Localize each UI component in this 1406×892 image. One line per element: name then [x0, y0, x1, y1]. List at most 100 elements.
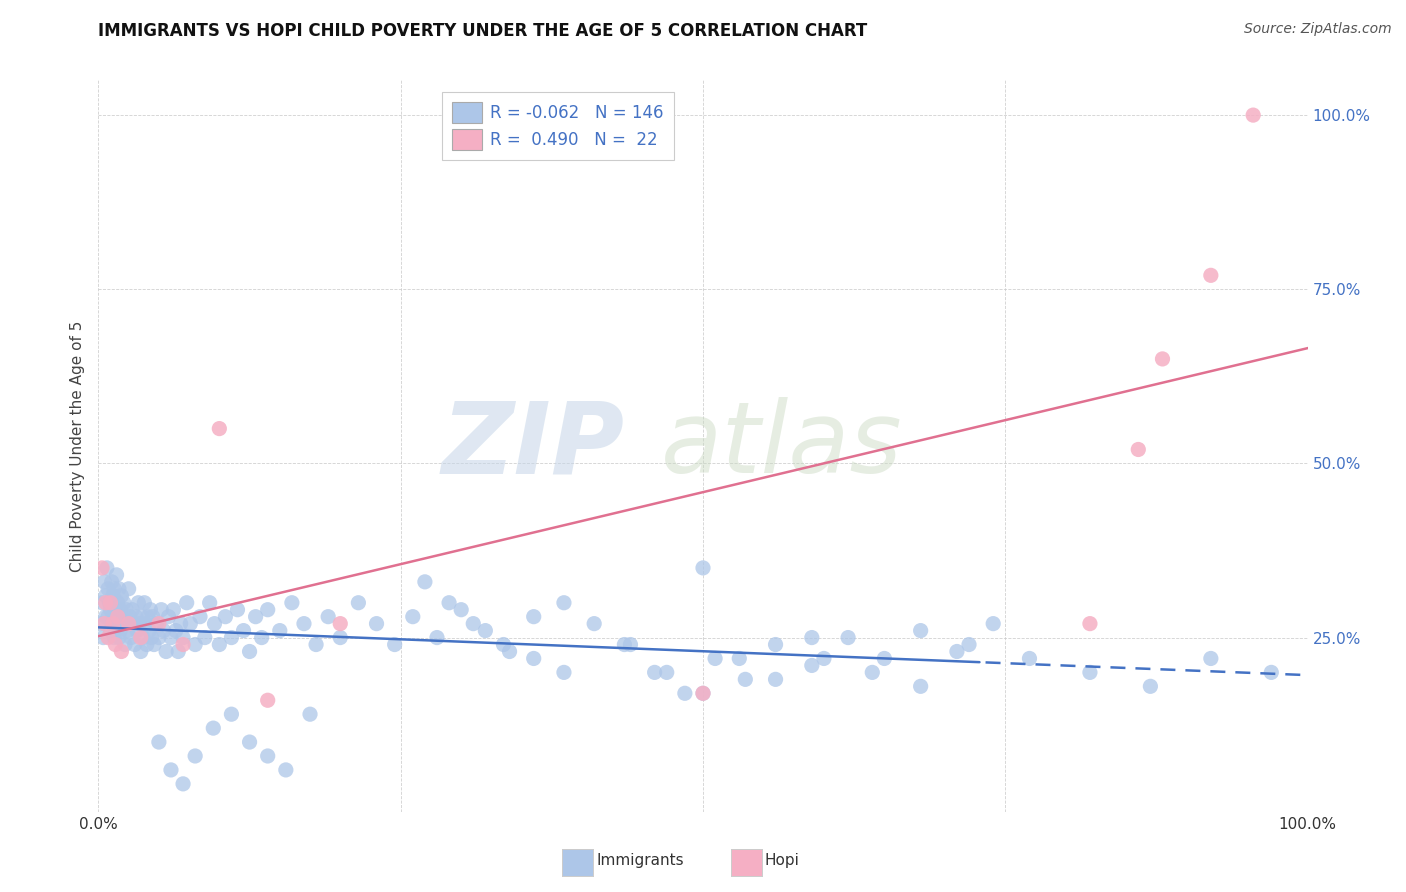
- Point: [118, 582, 141, 596]
- Point: [1078, 616, 1101, 631]
- Point: [583, 616, 606, 631]
- Point: [107, 609, 129, 624]
- Point: [437, 596, 460, 610]
- Point: [160, 763, 183, 777]
- Point: [269, 624, 291, 638]
- Point: [463, 616, 485, 631]
- Point: [800, 631, 823, 645]
- Point: [139, 603, 162, 617]
- Point: [450, 603, 472, 617]
- Point: [143, 638, 166, 652]
- Point: [232, 624, 254, 638]
- Point: [111, 616, 134, 631]
- Point: [104, 603, 127, 617]
- Point: [108, 603, 131, 617]
- Point: [97, 582, 120, 596]
- Point: [208, 421, 231, 435]
- Point: [97, 609, 120, 624]
- Point: [1018, 651, 1040, 665]
- Point: [946, 644, 969, 658]
- Point: [136, 609, 159, 624]
- Point: [145, 616, 167, 631]
- Point: [910, 624, 932, 638]
- Point: [245, 609, 267, 624]
- Point: [148, 631, 170, 645]
- Point: [644, 665, 666, 680]
- Point: [93, 616, 115, 631]
- Point: [114, 638, 136, 652]
- Point: [734, 673, 756, 687]
- Point: [155, 644, 177, 658]
- Point: [184, 749, 207, 764]
- Point: [94, 589, 117, 603]
- Point: [148, 735, 170, 749]
- Point: [553, 665, 575, 680]
- Point: [179, 616, 201, 631]
- Point: [135, 616, 157, 631]
- Point: [134, 596, 156, 610]
- Point: [157, 609, 180, 624]
- Point: [108, 582, 131, 596]
- Point: [1260, 665, 1282, 680]
- Point: [1078, 665, 1101, 680]
- Point: [214, 609, 236, 624]
- Point: [305, 638, 328, 652]
- Point: [553, 596, 575, 610]
- Point: [184, 638, 207, 652]
- Point: [120, 631, 142, 645]
- Point: [135, 638, 157, 652]
- Point: [221, 707, 243, 722]
- Point: [239, 644, 262, 658]
- Point: [523, 609, 546, 624]
- Point: [91, 596, 114, 610]
- Point: [142, 609, 165, 624]
- Point: [765, 673, 787, 687]
- Point: [100, 596, 122, 610]
- Point: [1139, 679, 1161, 693]
- Point: [100, 603, 122, 617]
- Point: [873, 651, 896, 665]
- Point: [112, 596, 135, 610]
- Point: [169, 616, 191, 631]
- Point: [125, 609, 148, 624]
- Point: [274, 763, 297, 777]
- Point: [162, 603, 184, 617]
- Point: [198, 596, 221, 610]
- Point: [94, 596, 117, 610]
- Point: [118, 609, 141, 624]
- Point: [957, 638, 980, 652]
- Point: [347, 596, 370, 610]
- Text: Source: ZipAtlas.com: Source: ZipAtlas.com: [1244, 22, 1392, 37]
- Text: Hopi: Hopi: [765, 854, 800, 868]
- Point: [132, 631, 155, 645]
- Point: [728, 651, 751, 665]
- Point: [97, 631, 120, 645]
- Point: [103, 631, 125, 645]
- Point: [94, 609, 117, 624]
- Point: [124, 638, 146, 652]
- Point: [131, 609, 153, 624]
- Point: [101, 609, 124, 624]
- Point: [105, 567, 128, 582]
- Point: [492, 638, 515, 652]
- Point: [1199, 268, 1222, 283]
- Point: [129, 631, 152, 645]
- Point: [110, 644, 132, 658]
- Point: [172, 638, 194, 652]
- Point: [176, 596, 198, 610]
- Point: [128, 616, 150, 631]
- Point: [104, 624, 127, 638]
- Point: [413, 574, 436, 589]
- Point: [118, 616, 141, 631]
- Point: [250, 631, 273, 645]
- Point: [208, 638, 231, 652]
- Point: [107, 596, 129, 610]
- Point: [704, 651, 727, 665]
- Point: [256, 749, 278, 764]
- Point: [96, 561, 118, 575]
- Point: [366, 616, 388, 631]
- Point: [256, 603, 278, 617]
- Point: [1199, 651, 1222, 665]
- Point: [98, 596, 121, 610]
- Text: IMMIGRANTS VS HOPI CHILD POVERTY UNDER THE AGE OF 5 CORRELATION CHART: IMMIGRANTS VS HOPI CHILD POVERTY UNDER T…: [98, 22, 868, 40]
